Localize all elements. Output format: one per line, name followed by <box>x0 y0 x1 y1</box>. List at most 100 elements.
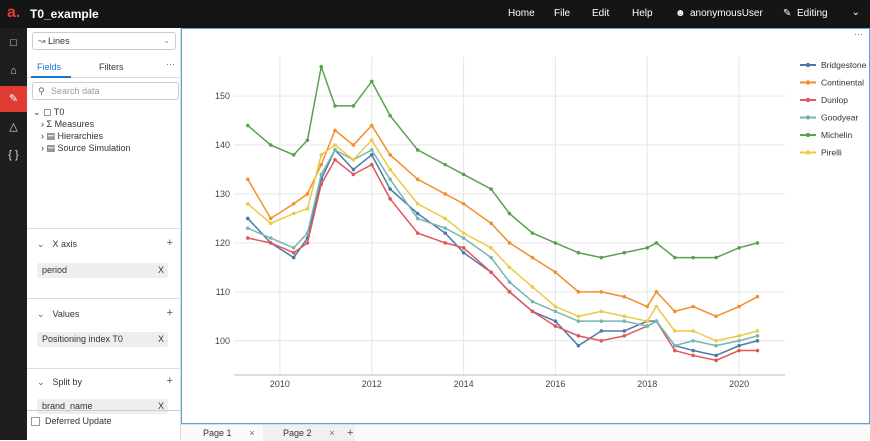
x-tick-label: 2010 <box>270 379 290 389</box>
line-chart-icon: ↝ <box>38 36 49 46</box>
home-icon[interactable]: ⌂ <box>10 65 17 77</box>
data-point <box>714 358 718 363</box>
search-placeholder: Search data <box>51 86 100 96</box>
chevron-down-icon: ⌄ <box>37 377 45 387</box>
x-axis-chip-label: period <box>42 265 68 275</box>
chevron-down-icon: ⌄ <box>37 239 45 249</box>
legend-marker <box>805 62 811 68</box>
more-icon[interactable]: ··· <box>854 29 863 39</box>
remove-icon[interactable]: X <box>157 334 164 344</box>
tab-page-1[interactable]: Page 1 × <box>183 425 275 441</box>
menu-edit[interactable]: Edit <box>592 8 610 19</box>
series-line-pirelli <box>247 138 758 342</box>
tab-page-2[interactable]: Page 2 × <box>263 425 355 441</box>
tree-item-hierarchies[interactable]: › ▤ Hierarchies <box>41 131 104 141</box>
data-point <box>245 216 250 221</box>
add-page-icon[interactable]: + <box>347 427 354 439</box>
values-title[interactable]: ⌄ Values <box>37 309 79 320</box>
data-point <box>599 255 604 260</box>
x-tick-label: 2016 <box>545 379 565 389</box>
legend-marker <box>805 97 811 103</box>
tree-item-measures[interactable]: › Σ Measures <box>41 119 95 129</box>
data-point <box>645 246 650 250</box>
data-point <box>415 201 420 206</box>
y-tick-label: 140 <box>215 140 230 150</box>
mode-label[interactable]: Editing <box>797 8 828 19</box>
more-icon[interactable]: ··· <box>166 59 175 69</box>
data-point <box>553 309 558 314</box>
data-point <box>333 157 337 162</box>
tree-root[interactable]: ⌄ ▢ T0 <box>33 107 65 117</box>
remove-icon[interactable]: X <box>157 401 164 411</box>
data-point <box>291 250 296 255</box>
braces-icon[interactable]: { } <box>8 149 19 161</box>
data-point <box>673 255 677 260</box>
close-icon[interactable]: × <box>329 428 335 438</box>
data-point <box>369 123 374 128</box>
data-point <box>673 309 677 314</box>
user-icon: ☻ <box>675 8 686 19</box>
data-point <box>691 338 695 343</box>
data-point <box>351 104 356 108</box>
data-point <box>351 172 356 177</box>
legend-label: Goodyear <box>821 113 858 123</box>
tree-item-source-simulation[interactable]: › ▤ Source Simulation <box>41 143 131 153</box>
data-point <box>673 348 677 353</box>
paint-icon[interactable]: △ <box>9 121 18 133</box>
x-axis-chip[interactable]: period X <box>37 263 168 278</box>
data-point <box>415 216 420 221</box>
data-point <box>599 309 604 314</box>
data-point <box>755 348 760 353</box>
chart-widget[interactable]: ··· 100 110 120 130 140 150 2010 2012 2014 2016 20… <box>181 28 870 424</box>
data-point <box>268 143 273 147</box>
data-point <box>645 324 650 328</box>
close-icon[interactable]: × <box>249 428 255 438</box>
remove-icon[interactable]: X <box>157 265 164 275</box>
app-logo-icon[interactable]: a. <box>7 4 21 21</box>
page-tab-label: Page 2 <box>283 428 312 438</box>
data-point <box>245 226 250 231</box>
legend-marker <box>805 132 811 138</box>
data-point <box>737 343 741 348</box>
data-point <box>622 334 627 338</box>
tab-filters[interactable]: Filters <box>99 62 124 72</box>
data-point <box>369 79 374 84</box>
data-point <box>755 334 760 338</box>
split-by-title[interactable]: ⌄ Split by <box>37 377 82 388</box>
data-point <box>599 319 604 323</box>
data-point <box>599 329 604 333</box>
data-point <box>654 241 659 245</box>
values-chip[interactable]: Positioning index T0 X <box>37 332 168 347</box>
x-tick-label: 2014 <box>454 379 474 389</box>
search-input[interactable]: ⚲ Search data <box>32 82 179 100</box>
menu-help[interactable]: Help <box>632 8 653 19</box>
data-point <box>599 338 604 343</box>
data-point <box>576 334 581 338</box>
data-point <box>553 324 558 328</box>
chevron-down-icon[interactable]: ⌄ <box>851 7 860 18</box>
data-point <box>530 285 535 289</box>
menu-file[interactable]: File <box>554 8 571 19</box>
user-name[interactable]: anonymousUser <box>690 8 763 19</box>
app-title: T0_example <box>30 7 99 21</box>
values-section: ⌄ Values + Positioning index T0 X <box>27 298 181 368</box>
series-line-goodyear <box>247 148 758 347</box>
page-icon[interactable]: □ <box>10 37 17 49</box>
widget-type-select[interactable]: ↝ Lines ⌄ <box>32 32 176 50</box>
x-axis-title[interactable]: ⌄ X axis <box>37 239 77 250</box>
add-value-icon[interactable]: + <box>166 307 173 319</box>
data-point <box>737 246 741 250</box>
data-point <box>351 143 356 147</box>
panel-tabs: Fields Filters ··· <box>27 56 181 78</box>
data-point <box>333 128 337 133</box>
data-point <box>305 231 310 235</box>
deferred-update-checkbox[interactable] <box>31 417 40 426</box>
data-point <box>388 177 392 182</box>
tab-fields[interactable]: Fields <box>37 62 62 72</box>
split-by-label: Split by <box>52 377 83 387</box>
add-split-icon[interactable]: + <box>166 375 173 387</box>
menu-home[interactable]: Home <box>508 8 535 19</box>
add-x-axis-icon[interactable]: + <box>166 237 173 249</box>
data-point <box>443 226 448 231</box>
pencil-tool-icon[interactable]: ✎ <box>0 86 27 112</box>
